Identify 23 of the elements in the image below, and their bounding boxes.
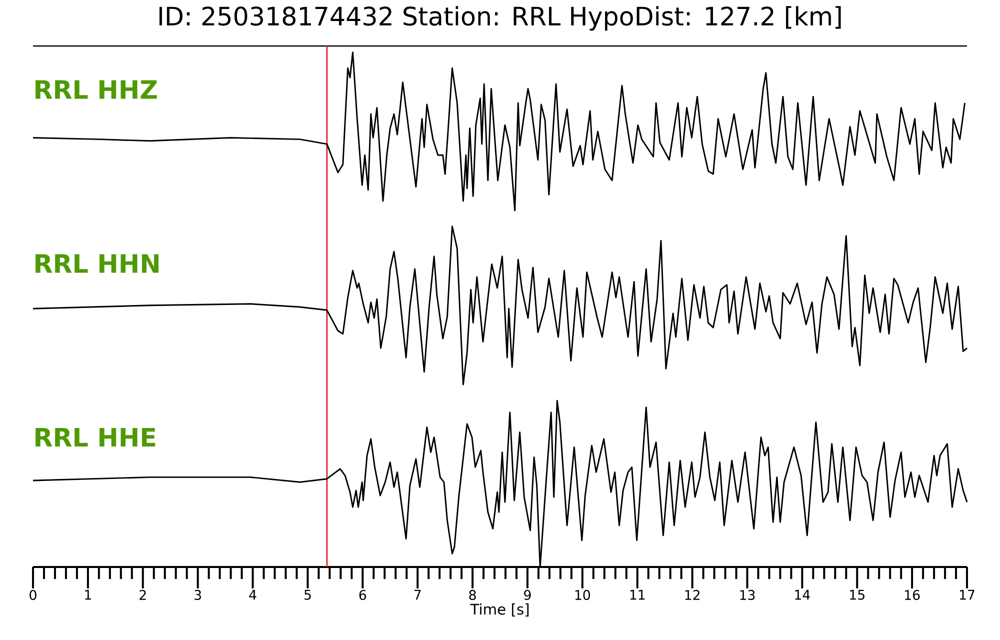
x-tick-label: 6 — [359, 590, 366, 600]
x-tick-label: 0 — [30, 590, 36, 600]
x-tick-label: 13 — [740, 590, 755, 600]
x-tick-label: 10 — [575, 590, 590, 600]
x-tick-label: 9 — [524, 590, 531, 600]
x-tick-label: 15 — [850, 590, 864, 600]
x-axis-title: Time [s] — [470, 603, 529, 616]
x-tick-label: 11 — [630, 590, 645, 600]
x-tick-label: 1 — [85, 590, 91, 600]
x-tick-label: 8 — [469, 590, 476, 600]
annotation: RRL HHZ — [36, 80, 157, 99]
x-tick-label: 17 — [960, 590, 974, 600]
x-tick-label: 4 — [249, 590, 256, 600]
chart-title: ID: 250318174432 Station: RRL HypoDist: 127.2 [km] — [159, 6, 841, 31]
annotation: RRL HHE — [36, 428, 156, 446]
x-tick-label: 2 — [140, 590, 146, 600]
x-tick-label: 3 — [194, 590, 202, 600]
x-tick-label: 7 — [414, 590, 421, 600]
x-tick-label: 12 — [685, 590, 700, 600]
x-tick-label: 5 — [304, 590, 311, 600]
x-tick-label: 16 — [905, 590, 920, 600]
annotation: RRL HHN — [36, 254, 159, 273]
x-tick-label: 14 — [795, 590, 810, 600]
